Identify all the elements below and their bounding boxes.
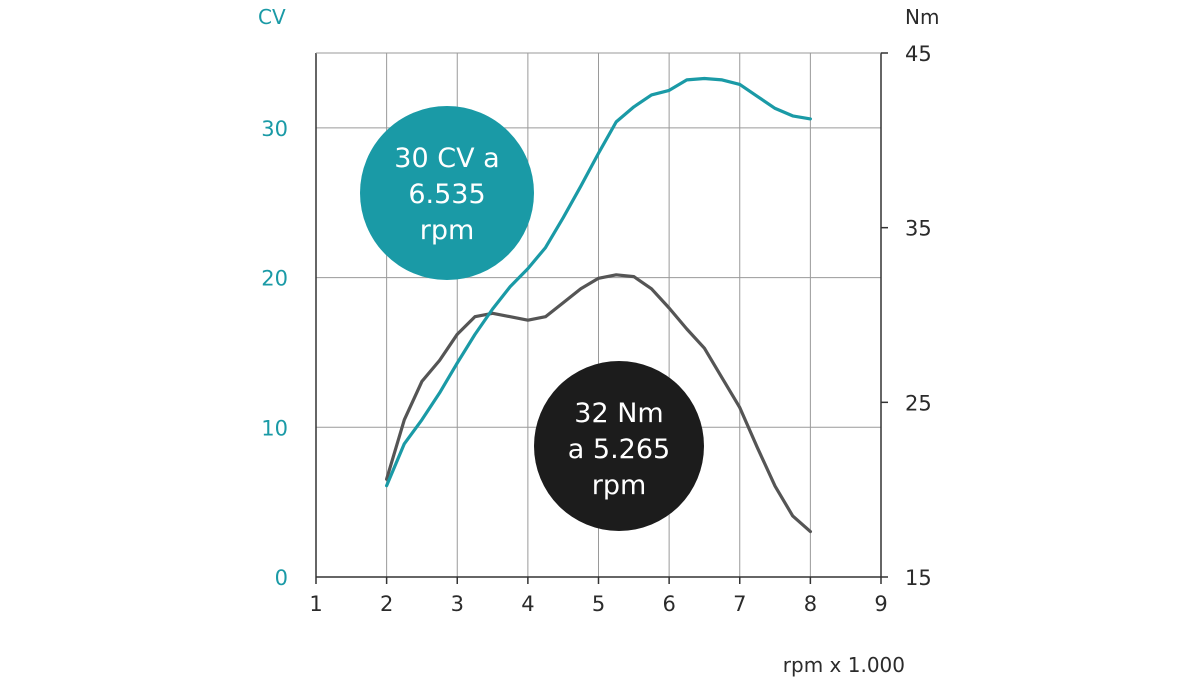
right-axis-unit: Nm	[905, 5, 939, 29]
x-tick-label: 4	[521, 592, 534, 616]
right-tick-labels: 15 25 35 45	[905, 42, 932, 590]
torque-badge-circle	[534, 361, 704, 531]
torque-badge-line-1: 32 Nm	[574, 398, 663, 429]
right-tick-label: 35	[905, 217, 932, 241]
power-badge-line-3: rpm	[420, 215, 475, 246]
right-tick-label: 45	[905, 42, 932, 66]
left-tick-label: 0	[275, 566, 288, 590]
x-axis-label: rpm x 1.000	[783, 653, 905, 677]
power-series-line	[385, 76, 813, 488]
x-tick-label: 9	[874, 592, 887, 616]
left-tick-labels: 0 10 20 30	[261, 117, 288, 590]
x-tick-label: 5	[592, 592, 605, 616]
left-axis-unit: CV	[258, 5, 286, 29]
power-badge-line-1: 30 CV a	[394, 143, 499, 174]
right-tick-label: 15	[905, 566, 932, 590]
power-badge-circle	[360, 106, 534, 280]
x-tick-labels: 1 2 3 4 5 6 7 8 9	[309, 592, 887, 616]
power-peak-badge: 30 CV a 6.535 rpm	[360, 106, 534, 280]
x-tick-label: 6	[662, 592, 675, 616]
x-tick-label: 2	[380, 592, 393, 616]
x-tick-label: 3	[451, 592, 464, 616]
x-tick-label: 7	[733, 592, 746, 616]
right-tick-label: 25	[905, 391, 932, 415]
left-tick-label: 30	[261, 117, 288, 141]
power-badge-line-2: 6.535	[408, 179, 485, 210]
left-tick-label: 10	[261, 416, 288, 440]
torque-series-line	[385, 273, 813, 534]
x-tick-label: 1	[309, 592, 322, 616]
torque-badge-line-2: a 5.265	[568, 434, 670, 465]
left-tick-label: 20	[261, 267, 288, 291]
series	[385, 76, 813, 534]
axes	[315, 52, 888, 584]
torque-peak-badge: 32 Nm a 5.265 rpm	[534, 361, 704, 531]
torque-badge-line-3: rpm	[592, 470, 647, 501]
x-tick-label: 8	[804, 592, 817, 616]
